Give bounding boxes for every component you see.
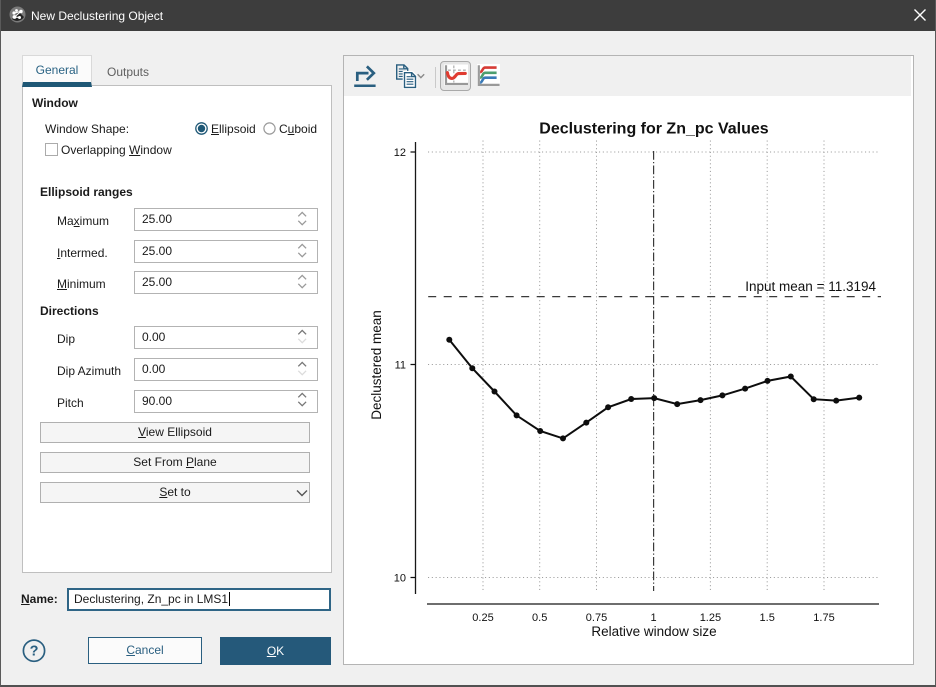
svg-text:1.75: 1.75	[813, 612, 834, 624]
svg-text:Declustered mean: Declustered mean	[369, 310, 384, 420]
svg-text:0.25: 0.25	[472, 612, 493, 624]
svg-text:11: 11	[395, 360, 406, 372]
svg-text:1.25: 1.25	[700, 612, 721, 624]
svg-text:0.5: 0.5	[532, 612, 547, 624]
svg-text:?: ?	[30, 644, 39, 660]
svg-text:1: 1	[651, 612, 657, 624]
svg-text:Relative window size: Relative window size	[591, 624, 716, 639]
svg-text:Input mean = 11.3194: Input mean = 11.3194	[745, 279, 876, 294]
svg-text:0.75: 0.75	[586, 612, 607, 624]
svg-text:12: 12	[394, 147, 406, 159]
svg-text:10: 10	[394, 573, 406, 585]
svg-text:Declustering for Zn_pc Values: Declustering for Zn_pc Values	[539, 121, 769, 138]
svg-text:1.5: 1.5	[760, 612, 775, 624]
